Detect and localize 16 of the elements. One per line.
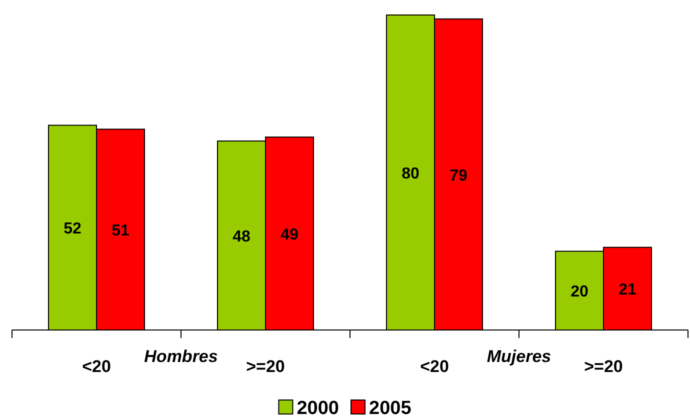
- x-tick-label: <20: [420, 357, 449, 376]
- legend-label: 2005: [369, 398, 412, 419]
- text: Mujeres: [486, 347, 552, 366]
- data-label: 21: [618, 282, 636, 299]
- data-label: 51: [112, 222, 130, 240]
- x-tick-label: <20: [82, 357, 111, 376]
- legend-label: 2000: [296, 398, 339, 419]
- data-label: 79: [450, 167, 468, 184]
- data-label: 52: [64, 220, 82, 238]
- data-label: 48: [232, 228, 250, 246]
- data-label: 49: [280, 226, 298, 244]
- text: Hombres: [144, 347, 218, 366]
- data-label: 20: [570, 284, 588, 301]
- data-label: 80: [402, 166, 420, 182]
- x-tick-label: >=20: [246, 357, 285, 376]
- x-tick-label: >=20: [584, 357, 623, 376]
